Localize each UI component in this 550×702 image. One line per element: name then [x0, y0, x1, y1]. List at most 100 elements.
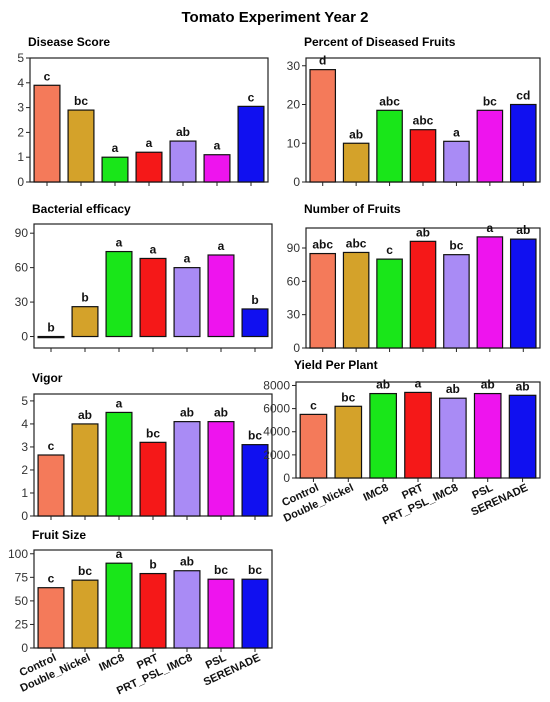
significance-letter: c: [48, 572, 55, 586]
bar-prt: [139, 441, 167, 517]
bar-prt_psl_imc8: [443, 140, 470, 183]
y-tick-label: 90: [287, 241, 301, 255]
chart-panel-4: Vigor 0 1 2 3 4 5 c ab a bc ab ab bc: [21, 371, 273, 523]
significance-letter: a: [112, 141, 119, 155]
significance-letter: b: [251, 293, 258, 307]
significance-letter: a: [116, 236, 123, 250]
y-tick-label: 0: [21, 509, 28, 523]
y-tick-label: 3: [21, 440, 28, 454]
y-tick-label: 2: [17, 125, 24, 139]
significance-letter: abc: [312, 238, 333, 252]
significance-letter: a: [116, 396, 123, 410]
y-tick-label: 1: [21, 486, 28, 500]
bar-psl: [476, 109, 504, 183]
x-tick-label: IMC8: [97, 652, 126, 674]
significance-letter: abc: [346, 236, 367, 250]
bar-double_nickel: [342, 251, 370, 349]
chart-panel-6: Fruit Size0255075100cControlbcDouble_Nic…: [8, 528, 273, 697]
bar-control: [33, 84, 61, 183]
bar-prt: [404, 391, 432, 479]
chart-panel-5: Yield Per Plant02000400060008000cControl…: [263, 358, 541, 527]
y-tick-label: 4: [21, 417, 28, 431]
significance-letter: ab: [78, 408, 92, 422]
significance-letter: a: [150, 242, 157, 256]
chart-title: Yield Per Plant: [294, 358, 378, 372]
y-tick-label: 2000: [263, 448, 290, 462]
significance-letter: a: [116, 547, 123, 561]
significance-letter: bc: [146, 426, 160, 440]
bar-prt_psl_imc8: [173, 421, 201, 517]
y-tick-label: 75: [15, 570, 29, 584]
significance-letter: abc: [379, 94, 400, 108]
chart-panel-3: Number of Fruits 0 30 60 90 abc abc c ab bc a ab: [287, 202, 541, 355]
significance-letter: bc: [248, 563, 262, 577]
bar-double_nickel: [71, 306, 99, 338]
significance-letter: c: [48, 439, 55, 453]
chart-panel-2: Bacterial efficacy 0 30 60 90 b b a a a a b: [15, 202, 273, 352]
bar-prt: [139, 257, 167, 338]
chart-panel-0: Disease Score 0 1 2 3 4 5 c bc a a ab a c: [17, 35, 269, 189]
chart-title: Vigor: [32, 371, 63, 385]
significance-letter: abc: [413, 114, 434, 128]
bar-prt_psl_imc8: [443, 254, 470, 349]
bar-prt_psl_imc8: [173, 570, 201, 649]
y-tick-label: 25: [15, 617, 29, 631]
significance-letter: bc: [341, 390, 355, 404]
y-tick-label: 5: [17, 51, 24, 65]
significance-letter: ab: [180, 406, 194, 420]
significance-letter: b: [47, 321, 54, 335]
y-tick-label: 6000: [263, 402, 290, 416]
y-tick-label: 0: [17, 175, 24, 189]
y-tick-label: 30: [287, 308, 301, 322]
significance-letter: b: [149, 558, 156, 572]
bar-double_nickel: [334, 405, 363, 479]
significance-letter: cd: [516, 89, 530, 103]
y-tick-label: 1: [17, 150, 24, 164]
bar-control: [299, 413, 328, 479]
significance-letter: c: [310, 398, 317, 412]
chart-title: Fruit Size: [32, 528, 86, 542]
bar-serenade: [241, 308, 269, 338]
significance-letter: ab: [416, 225, 430, 239]
bar-control: [37, 454, 65, 517]
bar-psl: [473, 392, 502, 479]
y-tick-label: 2: [21, 463, 28, 477]
bar-psl: [203, 154, 231, 183]
significance-letter: a: [487, 221, 494, 235]
bar-imc8: [376, 258, 403, 349]
bar-serenade: [241, 444, 269, 517]
y-tick-label: 90: [15, 226, 29, 240]
y-tick-label: 50: [15, 594, 29, 608]
chart-title: Percent of Diseased Fruits: [304, 35, 456, 49]
chart-title: Bacterial efficacy: [32, 202, 131, 216]
significance-letter: bc: [74, 94, 88, 108]
significance-letter: bc: [483, 94, 497, 108]
y-tick-label: 60: [287, 274, 301, 288]
significance-letter: bc: [449, 239, 463, 253]
significance-letter: d: [319, 54, 326, 68]
bar-imc8: [105, 411, 133, 517]
y-tick-label: 5: [21, 394, 28, 408]
y-tick-label: 3: [17, 101, 24, 115]
significance-letter: ab: [214, 406, 228, 420]
significance-letter: c: [248, 90, 255, 104]
y-tick-label: 0: [21, 330, 28, 344]
significance-letter: ab: [176, 125, 190, 139]
bar-psl: [207, 578, 235, 649]
bar-prt_psl_imc8: [169, 140, 197, 183]
bar-control: [309, 252, 337, 349]
significance-letter: b: [81, 291, 88, 305]
bar-prt_psl_imc8: [439, 397, 467, 479]
significance-letter: a: [415, 376, 422, 390]
bar-serenade: [241, 578, 269, 649]
y-tick-label: 30: [15, 295, 29, 309]
significance-letter: a: [218, 239, 225, 253]
bar-control: [309, 69, 337, 183]
bar-control: [37, 335, 65, 339]
y-tick-label: 0: [293, 341, 300, 355]
y-tick-label: 8000: [263, 378, 290, 392]
significance-letter: bc: [248, 429, 262, 443]
bar-prt: [139, 572, 167, 649]
